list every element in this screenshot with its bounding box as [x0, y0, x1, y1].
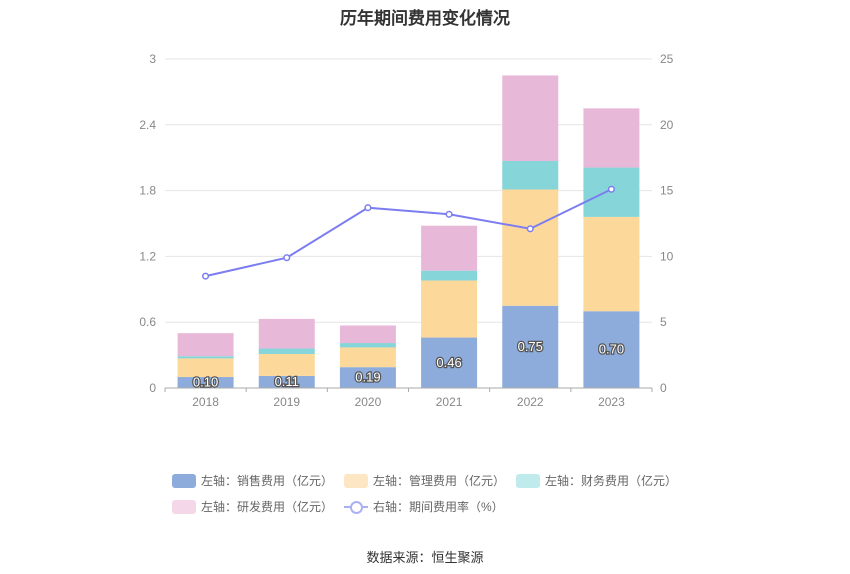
bar-segment: [258, 318, 315, 349]
data-label: 0.19: [355, 370, 380, 385]
left-tick-label: 2.4: [139, 118, 156, 132]
bar-segment: [502, 75, 559, 161]
bar-segment: [177, 356, 234, 359]
left-tick-label: 0: [149, 381, 156, 395]
bar-segment: [177, 358, 234, 378]
legend-item-admin[interactable]: 左轴：管理费用（亿元）: [344, 472, 505, 489]
bar-segment: [339, 367, 396, 388]
data-label: 0.75: [518, 339, 543, 354]
legend-label-rd: 左轴：研发费用（亿元）: [201, 500, 334, 514]
left-tick-label: 0.6: [139, 315, 156, 329]
bar-segment: [339, 343, 396, 348]
legend-item-sales[interactable]: 左轴：销售费用（亿元）: [172, 472, 333, 489]
left-tick-label: 1.8: [139, 184, 156, 198]
x-tick-label: 2021: [436, 395, 463, 409]
bar-segment: [339, 325, 396, 344]
legend-swatch-finance: [516, 473, 540, 488]
expense-ratio-point: [283, 254, 291, 262]
left-tick-label: 3: [149, 52, 156, 66]
right-tick-label: 10: [660, 249, 674, 263]
bar-segment: [258, 375, 315, 388]
expense-ratio-point: [445, 210, 453, 218]
legend-swatch-sales: [172, 473, 196, 488]
data-label: 0.46: [436, 355, 461, 370]
right-tick-label: 15: [660, 184, 674, 198]
expense-ratio-point: [202, 272, 210, 280]
bar-segment: [177, 377, 234, 388]
bar-segment: [583, 108, 640, 168]
right-tick-label: 20: [660, 118, 674, 132]
legend-swatch-expense-ratio: [344, 500, 368, 514]
bar-segment: [421, 225, 478, 271]
legend-swatch-rd: [172, 499, 196, 514]
bar-segment: [258, 348, 315, 355]
legend-swatch-admin: [344, 473, 368, 488]
bar-segment: [583, 311, 640, 388]
x-tick-label: 2018: [192, 395, 219, 409]
bar-segment: [177, 333, 234, 357]
legend-item-finance[interactable]: 左轴：财务费用（亿元）: [516, 472, 677, 489]
data-source: 数据来源：恒生聚源: [366, 550, 484, 565]
legend-label-expense-ratio: 右轴：期间费用率（%）: [373, 500, 504, 514]
right-tick-label: 0: [660, 381, 667, 395]
legend-label-admin: 左轴：管理费用（亿元）: [373, 474, 506, 488]
bar-segment: [421, 337, 478, 388]
x-tick-label: 2023: [598, 395, 625, 409]
data-label: 0.70: [599, 342, 624, 357]
bar-segment: [502, 305, 559, 388]
bar-segment: [502, 189, 559, 306]
bar-segment: [502, 160, 559, 190]
x-tick-label: 2019: [273, 395, 300, 409]
x-tick-label: 2020: [355, 395, 382, 409]
legend-label-sales: 左轴：销售费用（亿元）: [201, 474, 334, 488]
bar-segment: [339, 347, 396, 368]
x-tick-label: 2022: [517, 395, 544, 409]
left-tick-label: 1.2: [139, 249, 156, 263]
legend-item-expense-ratio[interactable]: 右轴：期间费用率（%）: [344, 498, 504, 515]
bar-segment: [421, 270, 478, 281]
right-tick-label: 5: [660, 315, 667, 329]
chart-canvas: 0 0.6 1.2 1.8 2.4 3 0 5 10 15 20 25 2018 2019 2020 2021…: [139, 52, 674, 409]
data-label: 0.11: [275, 374, 299, 389]
expense-ratio-point: [364, 204, 372, 212]
chart-title: 历年期间费用变化情况: [340, 9, 510, 28]
expense-ratio-point: [526, 225, 534, 233]
data-label: 0.10: [193, 375, 218, 390]
legend-label-finance: 左轴：财务费用（亿元）: [545, 474, 678, 488]
bar-segment: [258, 354, 315, 376]
bar-segment: [583, 216, 640, 312]
bar-segment: [421, 280, 478, 338]
expense-ratio-point: [607, 185, 615, 193]
right-tick-label: 25: [660, 52, 674, 66]
legend-item-rd[interactable]: 左轴：研发费用（亿元）: [172, 498, 333, 515]
expense-ratio-line: [205, 188, 612, 278]
